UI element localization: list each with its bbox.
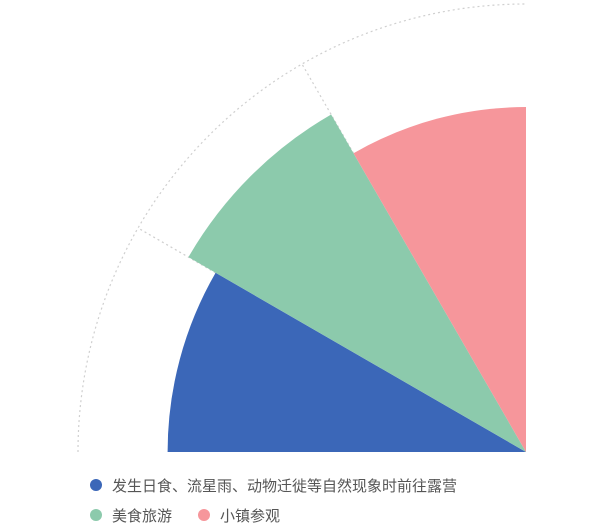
legend-row-2: 美食旅游 小镇参观 [90, 500, 590, 530]
sector-divider [301, 63, 355, 154]
rose-sector-1 [167, 272, 526, 452]
rose-sector-2 [188, 114, 526, 452]
legend-label: 发生日食、流星雨、动物迁徙等自然现象时前往露营 [112, 476, 458, 495]
legend-label: 小镇参观 [220, 506, 281, 525]
legend-dot-green [90, 509, 102, 521]
rose-sector-3 [353, 107, 526, 452]
legend-row-1: 发生日食、流星雨、动物迁徙等自然现象时前往露营 [90, 470, 590, 500]
outer-dashed-ring [77, 3, 527, 453]
legend-dot-pink [198, 509, 211, 521]
legend-item-town-visit: 小镇参观 [198, 505, 280, 526]
legend-item-food-tourism: 美食旅游 [90, 505, 172, 526]
legend-item-natural-phenomena-camping: 发生日食、流星雨、动物迁徙等自然现象时前往露营 [90, 475, 457, 496]
legend: 发生日食、流星雨、动物迁徙等自然现象时前往露营 美食旅游 小镇参观 [90, 470, 590, 530]
legend-label: 美食旅游 [112, 506, 173, 525]
legend-dot-blue [90, 479, 102, 491]
